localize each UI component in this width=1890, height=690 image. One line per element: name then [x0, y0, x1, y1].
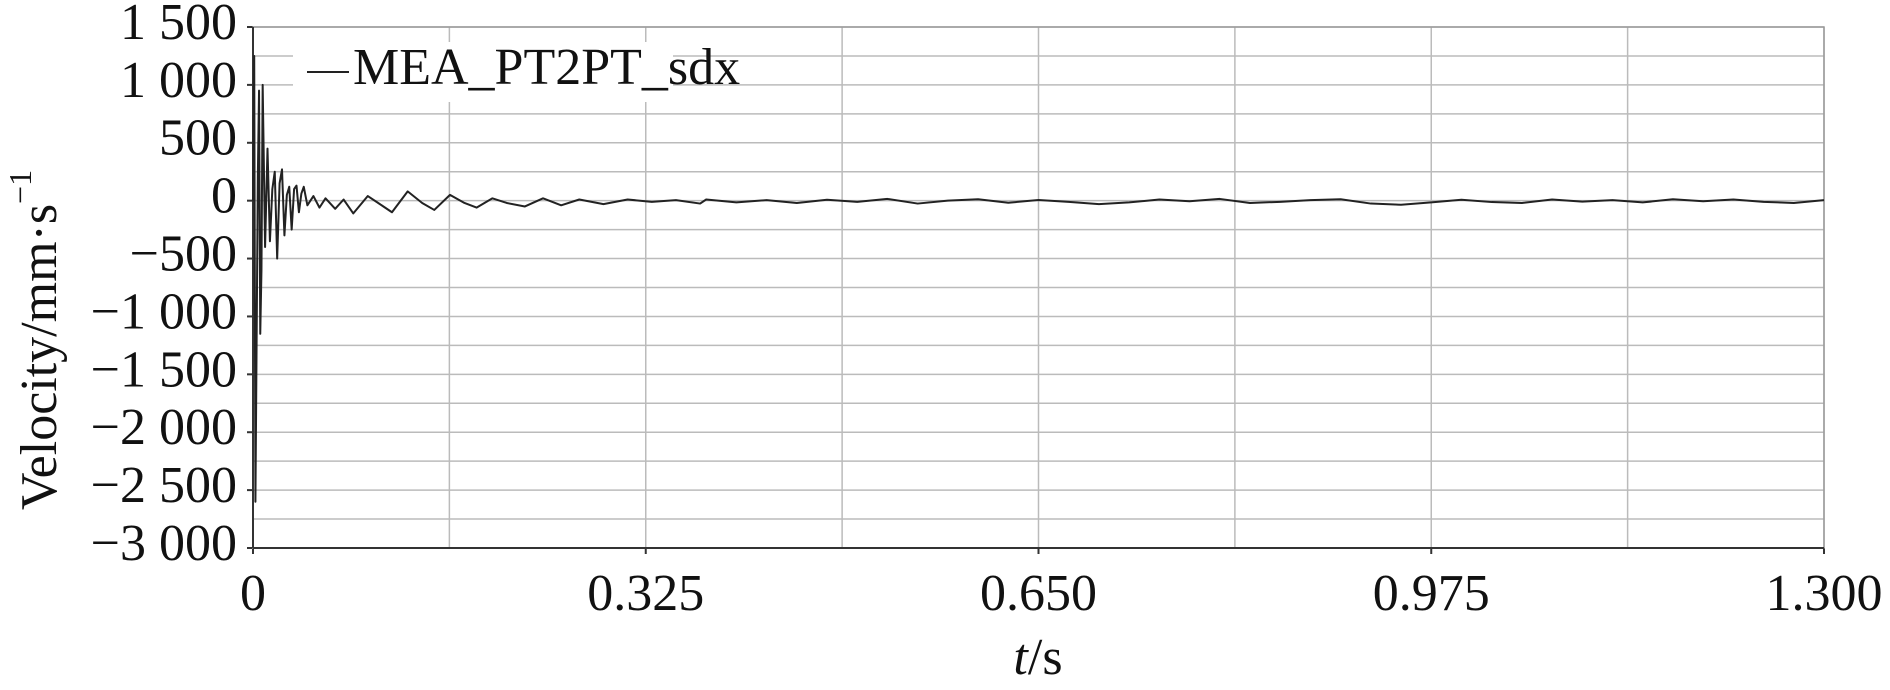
y-tick-label: 1 500: [120, 0, 237, 51]
y-tick-label: −3 000: [91, 515, 237, 572]
y-tick-label: −2 500: [91, 457, 237, 514]
x-axis-label: t/s: [1013, 629, 1062, 686]
x-tick-label: 0.650: [980, 565, 1097, 622]
legend-box: [293, 42, 673, 102]
y-tick-label: −1 000: [91, 283, 237, 340]
y-tick-label: −500: [130, 225, 237, 282]
x-tick-label: 1.300: [1766, 565, 1883, 622]
y-axis-label: Velocity/mm·s−1: [2, 170, 68, 510]
y-tick-label: −1 500: [91, 341, 237, 398]
y-tick-label: −2 000: [91, 399, 237, 456]
legend-label: MEA_PT2PT_sdx: [353, 39, 740, 96]
x-tick-label: 0.975: [1373, 565, 1490, 622]
x-label-unit: /s: [1028, 629, 1063, 686]
y-tick-label: 1 000: [120, 52, 237, 109]
series-line: [252, 54, 1825, 503]
y-label-text: Velocity/mm·s: [11, 204, 68, 510]
y-label-sup: −1: [2, 170, 38, 204]
x-tick-label: 0.325: [587, 565, 704, 622]
x-label-var: t: [1013, 629, 1029, 686]
y-tick-label: 500: [159, 110, 237, 167]
y-tick-label: 0: [211, 168, 237, 225]
x-tick-label: 0: [240, 565, 266, 622]
